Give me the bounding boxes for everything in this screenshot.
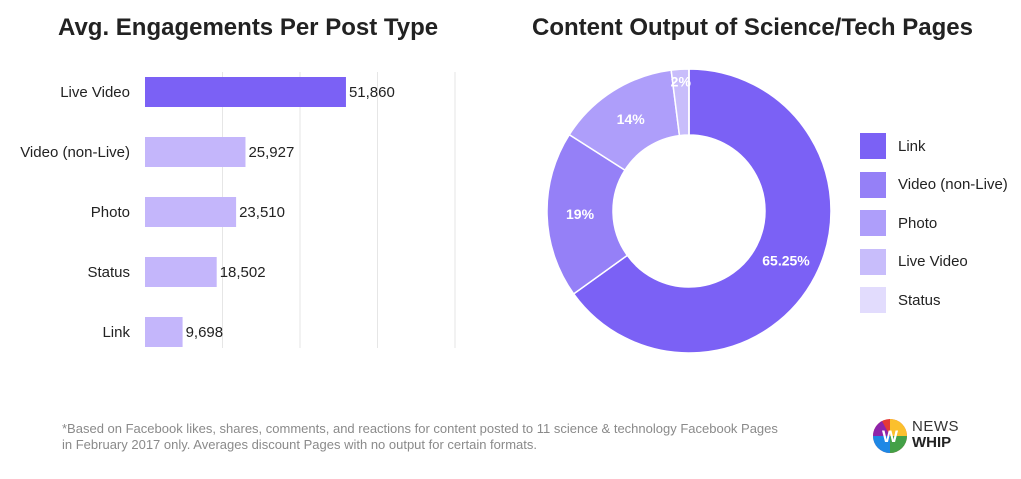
legend-label: Photo — [898, 214, 938, 232]
bar-category-label: Status — [87, 264, 130, 281]
legend-swatch — [860, 210, 886, 236]
legend-item: Photo — [860, 210, 1008, 236]
bar — [145, 197, 237, 227]
legend-label: Status — [898, 291, 941, 309]
donut-slice-label: 65.25% — [762, 253, 810, 269]
bar-value-label: 18,502 — [220, 264, 266, 281]
legend-label: Link — [898, 137, 926, 155]
legend-item: Live Video — [860, 248, 1008, 275]
donut-slice-label: 2% — [671, 73, 692, 89]
bar-value-label: 9,698 — [186, 324, 224, 341]
legend-item: Video (non-Live) — [860, 171, 1008, 198]
legend-swatch — [860, 248, 886, 275]
logo-whip-text: WHIP — [912, 434, 952, 451]
donut-slice — [572, 68, 832, 354]
legend-swatch — [860, 133, 886, 159]
bar — [145, 137, 246, 167]
donut-chart-title: Content Output of Science/Tech Pages — [532, 14, 973, 41]
svg-text:W: W — [882, 427, 899, 446]
donut-slice — [546, 133, 629, 295]
bar — [145, 257, 217, 287]
legend-swatch — [860, 171, 886, 198]
donut-slice-label: 19% — [566, 206, 595, 222]
bar-chart-title: Avg. Engagements Per Post Type — [58, 14, 439, 41]
legend-swatch — [860, 287, 886, 313]
bar-category-label: Live Video — [60, 84, 130, 101]
legend-item: Status — [860, 287, 1008, 313]
donut-slice-label: 14% — [617, 111, 646, 127]
legend-item: Link — [860, 133, 1008, 159]
newswhip-logo: W NEWS WHIP — [872, 418, 982, 456]
bar — [145, 317, 183, 347]
logo-news-text: NEWS — [912, 418, 959, 435]
donut-legend: Link Video (non-Live) Photo Live Video Statu… — [860, 133, 1008, 326]
bar-value-label: 51,860 — [349, 84, 395, 101]
bar-value-label: 25,927 — [248, 144, 294, 161]
footnote: *Based on Facebook likes, shares, commen… — [62, 421, 778, 452]
bar-category-label: Photo — [91, 204, 130, 221]
bar-category-label: Video (non-Live) — [20, 144, 130, 161]
bar-category-label: Link — [102, 324, 130, 341]
bar — [145, 77, 346, 107]
newswhip-logo-icon: W — [873, 419, 907, 453]
bar-value-label: 23,510 — [239, 204, 285, 221]
legend-label: Video (non-Live) — [898, 176, 1008, 193]
legend-label: Live Video — [898, 253, 968, 270]
